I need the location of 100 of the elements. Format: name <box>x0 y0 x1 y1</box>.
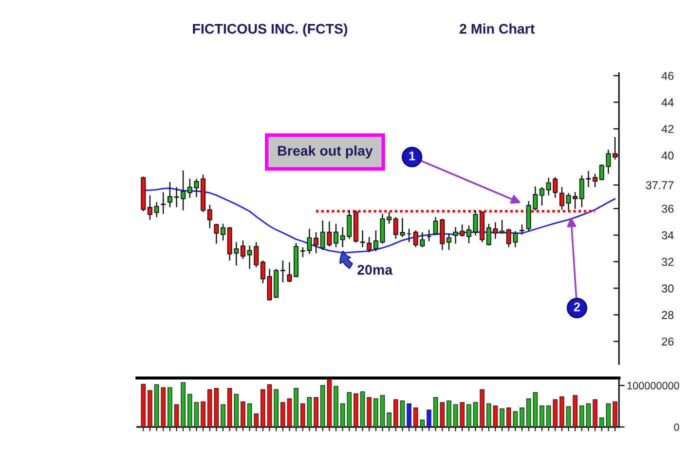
y-tick-label: 40 <box>662 152 674 160</box>
candlestick <box>552 176 558 198</box>
candlestick <box>320 220 326 250</box>
bar <box>386 412 392 427</box>
candlestick <box>433 216 438 235</box>
y-tick-label: 100000000 <box>628 382 680 390</box>
candlestick <box>360 230 365 248</box>
candlestick <box>180 170 186 211</box>
bar <box>466 404 472 427</box>
bar <box>274 389 279 427</box>
bar <box>599 418 604 427</box>
bar <box>168 387 172 427</box>
bar <box>307 397 312 427</box>
candlestick <box>234 242 239 266</box>
bar <box>207 389 212 427</box>
bar <box>334 386 338 427</box>
bar <box>214 388 219 427</box>
bar <box>340 403 345 427</box>
bar <box>174 404 179 427</box>
bar <box>300 403 306 427</box>
y-tick-label: 28 <box>662 311 674 320</box>
candlestick <box>446 233 452 250</box>
bar <box>486 403 492 427</box>
bar <box>380 395 385 427</box>
bar <box>572 395 578 427</box>
bar <box>314 397 318 427</box>
candlestick <box>400 218 405 238</box>
candlestick <box>207 204 212 229</box>
bar <box>254 413 259 427</box>
bar <box>187 394 192 427</box>
bar <box>473 402 478 427</box>
bar <box>374 398 378 427</box>
y-tick-label: 0 <box>674 423 680 431</box>
bar <box>200 401 206 427</box>
candlestick <box>254 242 259 268</box>
bar <box>287 398 292 427</box>
candlestick <box>506 228 512 248</box>
candlestick <box>526 200 532 232</box>
y-tick-label: 44 <box>662 98 674 106</box>
chart-title: FICTICOUS INC. (FCTS) <box>193 24 348 36</box>
bar <box>393 399 398 427</box>
bar <box>480 389 484 427</box>
y-tick-label: 30 <box>662 284 674 292</box>
bar <box>140 384 146 427</box>
bar <box>606 403 611 427</box>
bar <box>552 399 558 427</box>
candlestick <box>532 186 538 211</box>
candlestick <box>512 230 518 248</box>
bar <box>326 378 332 427</box>
annotation: 2 <box>574 302 580 312</box>
bar <box>220 404 226 427</box>
chart-subtitle: 2 Min Chart <box>460 24 535 34</box>
bar <box>180 382 186 427</box>
candlestick <box>187 178 192 198</box>
candlestick <box>413 230 418 248</box>
bar <box>260 389 266 427</box>
bar <box>532 392 538 427</box>
bar <box>148 390 152 427</box>
candlestick <box>599 164 604 181</box>
bar <box>234 394 239 427</box>
y-tick-label: 36 <box>662 204 674 213</box>
bar <box>426 410 432 427</box>
annotation: Break out play <box>278 146 373 158</box>
bar <box>420 420 425 427</box>
bar <box>194 402 199 427</box>
candlestick <box>346 210 352 240</box>
bar <box>433 397 438 427</box>
bar <box>520 408 524 427</box>
bar <box>460 402 465 427</box>
bar <box>227 388 232 427</box>
bar <box>440 402 445 427</box>
bar <box>413 408 418 427</box>
bar <box>513 411 518 427</box>
y-tick-label: 42 <box>662 124 674 133</box>
bar <box>154 384 159 427</box>
candlestick <box>160 192 166 214</box>
bar <box>280 402 286 427</box>
candlestick <box>440 218 445 250</box>
candlestick <box>366 236 372 253</box>
bar <box>294 388 298 427</box>
bar <box>579 405 584 427</box>
bar <box>247 403 252 427</box>
annotation: 20ma <box>357 264 393 275</box>
candlestick <box>460 224 465 237</box>
bar <box>346 392 352 427</box>
y-tick-label: 37.77 <box>646 181 674 190</box>
y-tick-label: 32 <box>662 258 674 266</box>
bar <box>320 385 326 427</box>
candlestick <box>393 216 398 240</box>
bar <box>560 396 564 427</box>
candlestick <box>326 220 332 248</box>
candlestick <box>520 224 524 235</box>
candlestick <box>486 223 492 246</box>
annotation: 1 <box>409 152 416 160</box>
y-tick-label: 34 <box>662 231 674 240</box>
bar <box>526 398 531 427</box>
candlestick <box>579 174 584 208</box>
y-tick-label: 26 <box>662 338 674 346</box>
bar <box>240 401 246 427</box>
bar <box>506 408 512 427</box>
